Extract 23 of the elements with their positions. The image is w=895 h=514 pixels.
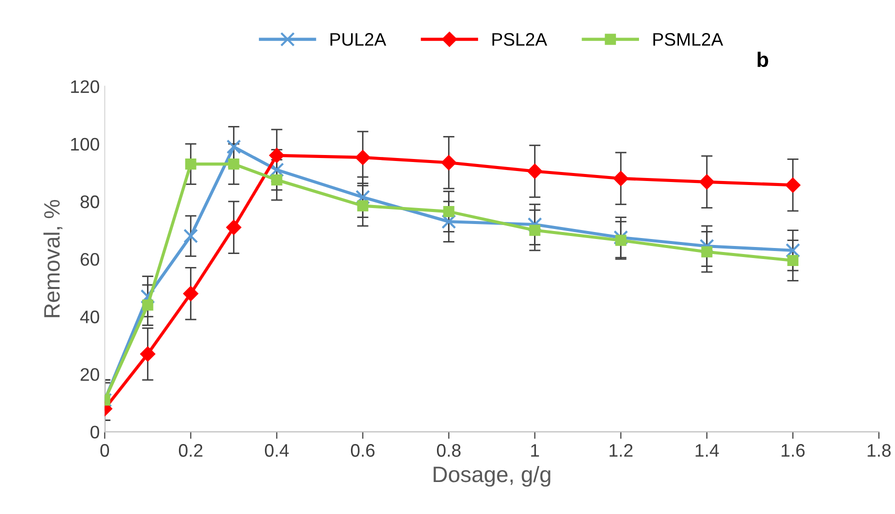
y-tick-label: 120 — [71, 80, 100, 94]
y-tick-label: 60 — [80, 252, 100, 266]
x-tick-label: 0.2 — [178, 444, 202, 457]
x-axis-title: Dosage, g/g — [434, 466, 550, 487]
y-tick-label: 100 — [71, 138, 100, 151]
legend-label: PUL2A — [330, 33, 386, 46]
y-tick-label: 0 — [90, 426, 100, 438]
x-tick-label: 1.2 — [610, 444, 632, 457]
x-tick-label: 1 — [531, 444, 539, 457]
x-tick-label: 0 — [100, 444, 110, 457]
x-tick-label: 1.6 — [782, 444, 805, 457]
y-tick-label: 40 — [80, 310, 100, 324]
x-tick-label: 1.4 — [696, 444, 719, 457]
legend-label: PSL2A — [492, 33, 548, 46]
legend-label: PSML2A — [653, 33, 724, 46]
y-axis-title: Removal, % — [43, 200, 62, 318]
x-tick-label: 0.6 — [350, 444, 375, 457]
x-tick-label: 0.4 — [264, 444, 289, 457]
y-tick-label: 20 — [80, 368, 100, 381]
y-tick-label: 80 — [80, 195, 100, 208]
text: b — [758, 52, 768, 68]
x-tick-label: 1.8 — [868, 444, 891, 457]
x-tick-label: 0.8 — [436, 444, 461, 457]
